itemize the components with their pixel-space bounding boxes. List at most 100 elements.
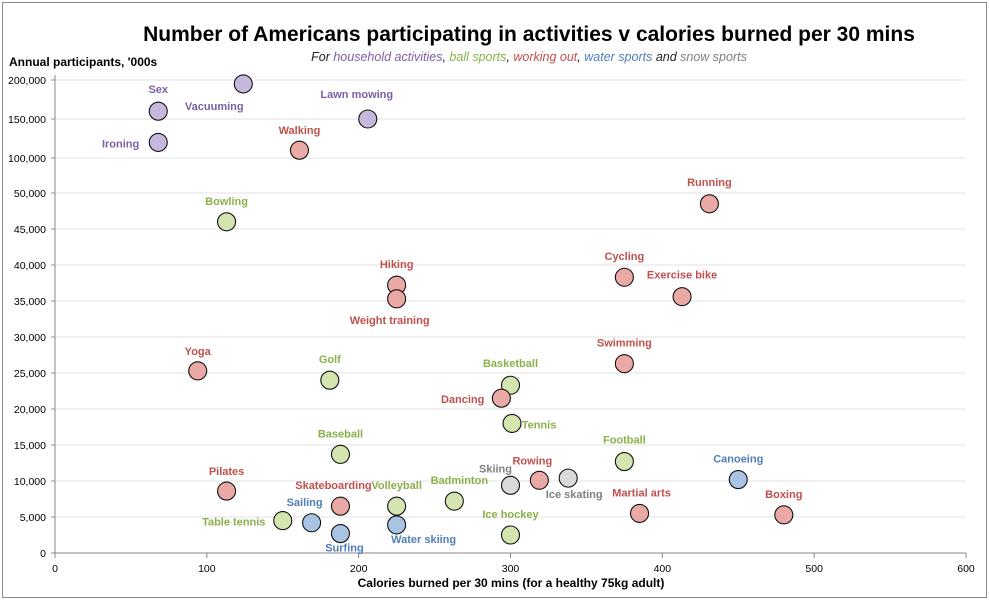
subtitle-sep3: , bbox=[577, 50, 584, 64]
point-label: Sex bbox=[148, 84, 168, 96]
point-bowling bbox=[217, 212, 237, 232]
point-label: Volleyball bbox=[371, 480, 422, 492]
y-tick-label: 50,000 bbox=[14, 188, 46, 200]
point-sex bbox=[148, 101, 168, 121]
point-label: Table tennis bbox=[202, 517, 265, 529]
point-label: Skiing bbox=[479, 463, 512, 475]
point-label: Surfing bbox=[325, 543, 364, 555]
y-tick-label: 100,000 bbox=[8, 153, 46, 165]
point-label: Cycling bbox=[605, 251, 645, 263]
point-baseball bbox=[330, 444, 350, 464]
point-label: Baseball bbox=[318, 428, 363, 440]
point-label: Martial arts bbox=[612, 487, 671, 499]
point-tennis bbox=[502, 413, 522, 433]
point-label: Ice skating bbox=[546, 489, 603, 501]
point-cycling bbox=[614, 267, 634, 287]
point-ironing bbox=[148, 132, 168, 152]
point-label: Lawn mowing bbox=[320, 89, 393, 101]
y-tick-label: 20,000 bbox=[14, 404, 46, 416]
point-pilates bbox=[217, 481, 237, 501]
point-label: Boxing bbox=[765, 489, 802, 501]
point-swimming bbox=[614, 354, 634, 374]
point-label: Tennis bbox=[522, 419, 557, 431]
point-exercise-bike bbox=[672, 287, 692, 307]
point-label: Dancing bbox=[441, 394, 484, 406]
y-tick-label: 40,000 bbox=[14, 260, 46, 272]
chart-title: Number of Americans participating in act… bbox=[143, 23, 915, 46]
point-label: Sailing bbox=[287, 497, 323, 509]
point-label: Ironing bbox=[102, 138, 139, 150]
subtitle-ball: ball sports bbox=[449, 50, 506, 64]
point-basketball bbox=[500, 375, 521, 395]
chart-subtitle: For household activities, ball sports, w… bbox=[311, 50, 747, 64]
point-label: Ice hockey bbox=[482, 509, 539, 521]
y-tick-label: 35,000 bbox=[14, 296, 46, 308]
point-vacuuming bbox=[233, 74, 253, 94]
y-tick-label: 200,000 bbox=[8, 75, 46, 87]
y-tick-label: 10,000 bbox=[14, 476, 46, 488]
point-rowing bbox=[529, 470, 549, 490]
y-tick-label: 150,000 bbox=[8, 114, 46, 126]
subtitle-water: water sports bbox=[584, 50, 652, 64]
subtitle-sep2: , bbox=[506, 50, 513, 64]
point-golf bbox=[320, 370, 340, 390]
point-ice-skating bbox=[558, 468, 578, 488]
point-label: Badminton bbox=[431, 475, 489, 487]
point-martial-arts bbox=[630, 503, 650, 523]
y-tick-label: 30,000 bbox=[14, 332, 46, 344]
x-tick-label: 0 bbox=[52, 563, 58, 575]
point-label: Canoeing bbox=[713, 454, 763, 466]
subtitle-prefix: For bbox=[311, 50, 333, 64]
point-sailing bbox=[302, 513, 322, 533]
subtitle-snow: snow sports bbox=[680, 50, 747, 64]
point-label: Golf bbox=[319, 354, 341, 366]
point-walking bbox=[289, 140, 310, 160]
subtitle-working: working out bbox=[513, 50, 577, 64]
point-dancing bbox=[491, 388, 511, 408]
point-label: Running bbox=[687, 177, 732, 189]
subtitle-household: household activities bbox=[333, 50, 442, 64]
x-tick-label: 500 bbox=[805, 563, 823, 575]
point-label: Walking bbox=[279, 125, 321, 137]
point-label: Basketball bbox=[483, 358, 538, 370]
point-label: Football bbox=[603, 435, 646, 447]
x-tick-label: 200 bbox=[350, 563, 368, 575]
point-label: Pilates bbox=[209, 466, 244, 478]
x-tick-label: 300 bbox=[502, 563, 520, 575]
axis-layer: 0 5,000 10,000 15,000 20,000 25,000 30,000 35,0… bbox=[8, 75, 975, 575]
point-weight-training bbox=[387, 289, 407, 309]
point-surfing bbox=[330, 524, 350, 544]
subtitle-sep1: , bbox=[442, 50, 449, 64]
x-tick-label: 600 bbox=[957, 563, 975, 575]
point-label: Swimming bbox=[597, 338, 652, 350]
point-ice-hockey bbox=[500, 525, 521, 545]
point-volleyball bbox=[387, 496, 407, 516]
point-boxing bbox=[774, 505, 794, 525]
point-water-skiing bbox=[387, 515, 407, 535]
point-label: Rowing bbox=[512, 455, 552, 467]
point-canoeing bbox=[728, 470, 748, 490]
points-layer: Sex Vacuuming Ironing Lawn mowing Bowling Gol… bbox=[102, 74, 802, 555]
x-tick-label: 400 bbox=[654, 563, 672, 575]
x-axis-label: Calories burned per 30 mins (for a healt… bbox=[358, 576, 665, 590]
point-label: Exercise bike bbox=[647, 270, 717, 282]
grid-layer bbox=[55, 79, 966, 518]
point-skiing bbox=[500, 475, 521, 495]
point-label: Hiking bbox=[380, 259, 414, 271]
point-label: Bowling bbox=[205, 196, 248, 208]
x-tick-label: 100 bbox=[198, 563, 216, 575]
y-tick-label: 25,000 bbox=[14, 368, 46, 380]
y-tick-label: 0 bbox=[40, 548, 46, 560]
point-table-tennis bbox=[273, 511, 293, 531]
point-label: Vacuuming bbox=[185, 101, 244, 113]
point-label: Yoga bbox=[185, 346, 212, 358]
y-tick-label: 15,000 bbox=[14, 440, 46, 452]
point-running bbox=[699, 194, 719, 214]
y-axis-label: Annual participants, '000s bbox=[9, 55, 158, 69]
point-label: Weight training bbox=[350, 315, 430, 327]
point-badminton bbox=[444, 491, 464, 511]
point-label: Skateboarding bbox=[295, 480, 371, 492]
point-yoga bbox=[188, 361, 208, 381]
